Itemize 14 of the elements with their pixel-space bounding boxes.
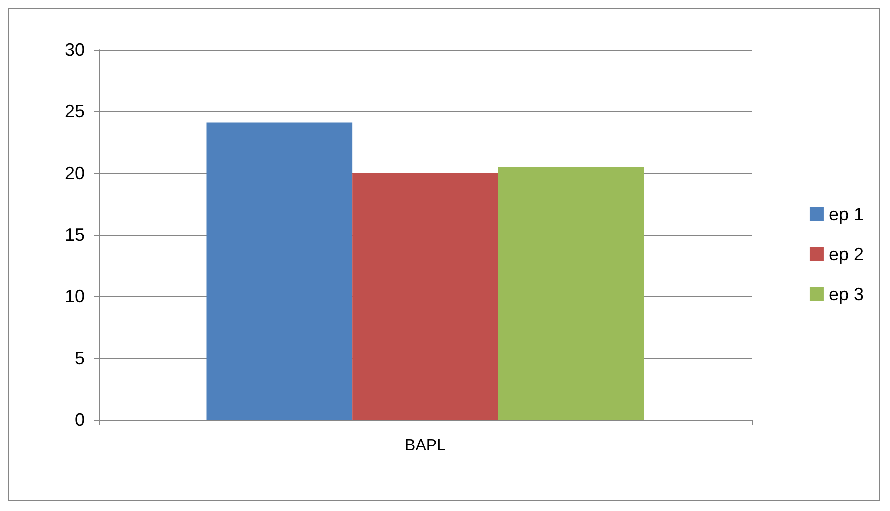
y-tick-label: 10	[64, 286, 85, 307]
y-tick-label: 20	[64, 163, 85, 184]
bar	[352, 173, 498, 420]
legend-label: ep 3	[828, 284, 864, 304]
legend-label: ep 1	[828, 204, 864, 224]
y-tick-label: 15	[64, 225, 85, 245]
y-tick-label: 5	[74, 348, 85, 368]
bar	[206, 122, 353, 420]
y-tick-label: 0	[74, 410, 85, 430]
x-tick-label: BAPL	[405, 438, 446, 454]
y-tick-label: 30	[64, 40, 85, 60]
legend-label: ep 2	[828, 244, 864, 264]
bar	[498, 167, 644, 420]
y-tick-label: 25	[64, 102, 85, 122]
